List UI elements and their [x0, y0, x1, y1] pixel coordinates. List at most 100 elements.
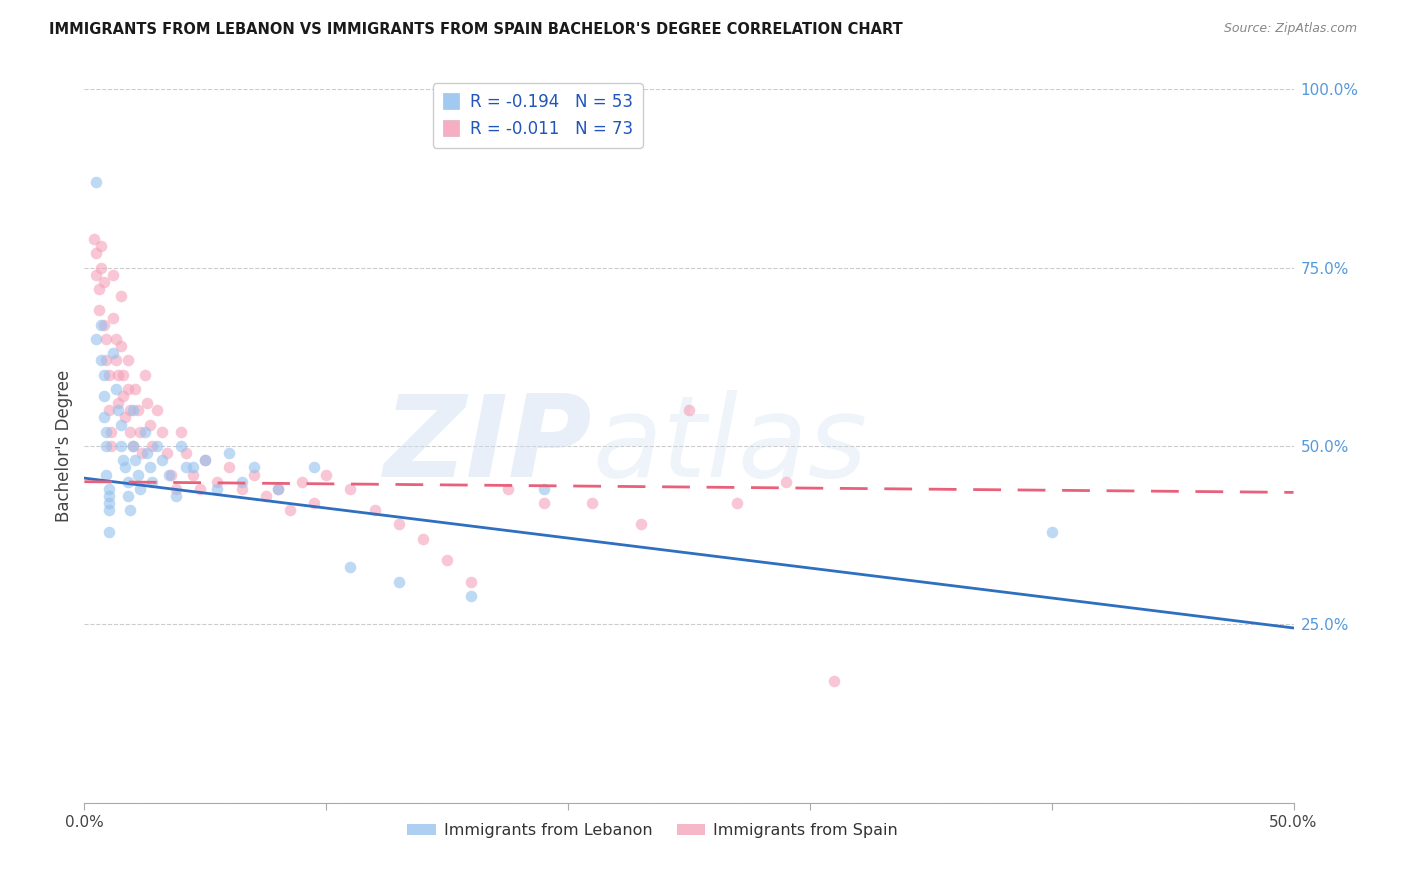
Point — [87, 282, 110, 296]
Point — [181, 460, 204, 475]
Point — [107, 403, 129, 417]
Legend: Immigrants from Lebanon, Immigrants from Spain: Immigrants from Lebanon, Immigrants from… — [401, 817, 904, 845]
Point — [242, 467, 264, 482]
Point — [97, 524, 120, 539]
Point — [134, 368, 156, 382]
Point — [190, 482, 212, 496]
Point — [93, 318, 115, 332]
Point — [104, 332, 127, 346]
Point — [86, 332, 108, 346]
Point — [157, 467, 180, 482]
Point — [231, 482, 253, 496]
Point — [86, 175, 108, 189]
Point — [630, 517, 652, 532]
Point — [93, 368, 115, 382]
Point — [207, 475, 229, 489]
Point — [363, 503, 385, 517]
Point — [138, 417, 160, 432]
Text: Source: ZipAtlas.com: Source: ZipAtlas.com — [1223, 22, 1357, 36]
Point — [388, 574, 411, 589]
Point — [302, 496, 325, 510]
Point — [231, 475, 253, 489]
Point — [160, 467, 183, 482]
Point — [165, 489, 187, 503]
Point — [174, 446, 197, 460]
Point — [124, 382, 146, 396]
Point — [104, 353, 127, 368]
Point — [97, 503, 120, 517]
Text: atlas: atlas — [592, 391, 868, 501]
Point — [94, 439, 117, 453]
Point — [93, 410, 115, 425]
Point — [100, 425, 122, 439]
Point — [278, 503, 301, 517]
Point — [1040, 524, 1063, 539]
Point — [131, 446, 153, 460]
Point — [90, 353, 112, 368]
Point — [86, 246, 108, 260]
Point — [165, 482, 187, 496]
Point — [181, 467, 204, 482]
Point — [129, 425, 152, 439]
Point — [110, 417, 132, 432]
Point — [138, 460, 160, 475]
Point — [97, 482, 120, 496]
Point — [121, 403, 143, 417]
Point — [93, 389, 115, 403]
Point — [254, 489, 277, 503]
Point — [97, 496, 120, 510]
Point — [291, 475, 314, 489]
Text: ZIP: ZIP — [384, 391, 592, 501]
Point — [90, 260, 112, 275]
Point — [110, 339, 132, 353]
Point — [94, 467, 117, 482]
Point — [97, 368, 120, 382]
Point — [146, 439, 169, 453]
Point — [170, 425, 193, 439]
Point — [533, 496, 555, 510]
Point — [103, 310, 125, 325]
Point — [117, 353, 139, 368]
Point — [94, 332, 117, 346]
Point — [136, 446, 159, 460]
Point — [107, 396, 129, 410]
Point — [127, 403, 149, 417]
Point — [134, 425, 156, 439]
Point — [218, 446, 240, 460]
Point — [114, 410, 136, 425]
Point — [339, 482, 361, 496]
Point — [107, 368, 129, 382]
Point — [120, 503, 142, 517]
Point — [94, 353, 117, 368]
Point — [110, 289, 132, 303]
Point — [412, 532, 434, 546]
Point — [174, 460, 197, 475]
Point — [436, 553, 458, 567]
Point — [136, 396, 159, 410]
Point — [170, 439, 193, 453]
Point — [97, 489, 120, 503]
Point — [110, 439, 132, 453]
Point — [93, 275, 115, 289]
Point — [302, 460, 325, 475]
Point — [97, 403, 120, 417]
Point — [267, 482, 290, 496]
Point — [90, 318, 112, 332]
Point — [218, 460, 240, 475]
Point — [725, 496, 748, 510]
Y-axis label: Bachelor's Degree: Bachelor's Degree — [55, 370, 73, 522]
Point — [83, 232, 105, 246]
Point — [94, 425, 117, 439]
Point — [315, 467, 337, 482]
Point — [112, 368, 135, 382]
Point — [267, 482, 290, 496]
Point — [460, 589, 482, 603]
Point — [460, 574, 482, 589]
Point — [150, 453, 173, 467]
Point — [823, 674, 845, 689]
Point — [117, 382, 139, 396]
Point — [103, 268, 125, 282]
Point — [87, 303, 110, 318]
Point — [141, 475, 163, 489]
Text: IMMIGRANTS FROM LEBANON VS IMMIGRANTS FROM SPAIN BACHELOR'S DEGREE CORRELATION C: IMMIGRANTS FROM LEBANON VS IMMIGRANTS FR… — [49, 22, 903, 37]
